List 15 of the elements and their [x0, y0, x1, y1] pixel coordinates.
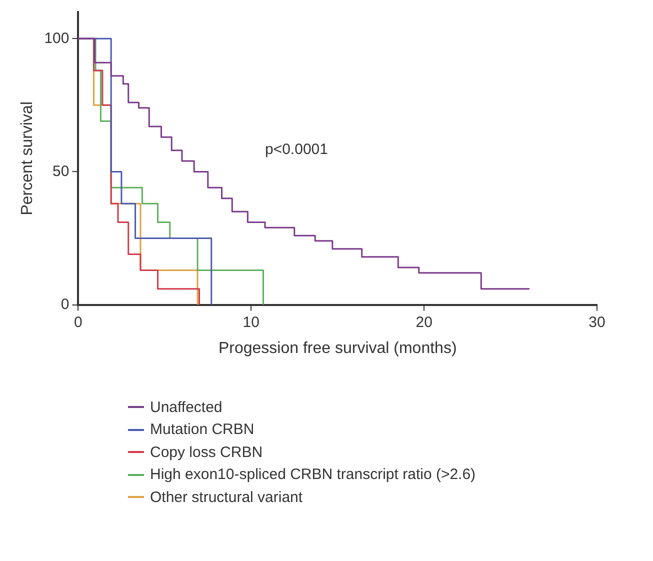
x-tick-label: 0 — [74, 314, 82, 331]
legend-label: Copy loss CRBN — [150, 444, 263, 461]
legend-label: Unaffected — [150, 398, 222, 416]
legend-label: Mutation CRBN — [150, 421, 254, 438]
y-tick-label: 50 — [52, 162, 70, 180]
y-tick-label: 100 — [44, 30, 70, 47]
y-axis-title: Percent survival — [19, 101, 36, 216]
x-tick-label: 30 — [588, 314, 606, 331]
x-tick-label: 20 — [416, 314, 432, 331]
annotation: p<0.0001 — [264, 140, 328, 158]
x-tick-label: 10 — [242, 314, 260, 331]
legend-label: Other structural variant — [150, 488, 303, 506]
x-axis-title: Progession free survival (months) — [218, 340, 457, 357]
y-tick-label: 0 — [60, 296, 70, 313]
legend-label: High exon10-spliced CRBN transcript ratio (>2.6) — [150, 466, 476, 484]
